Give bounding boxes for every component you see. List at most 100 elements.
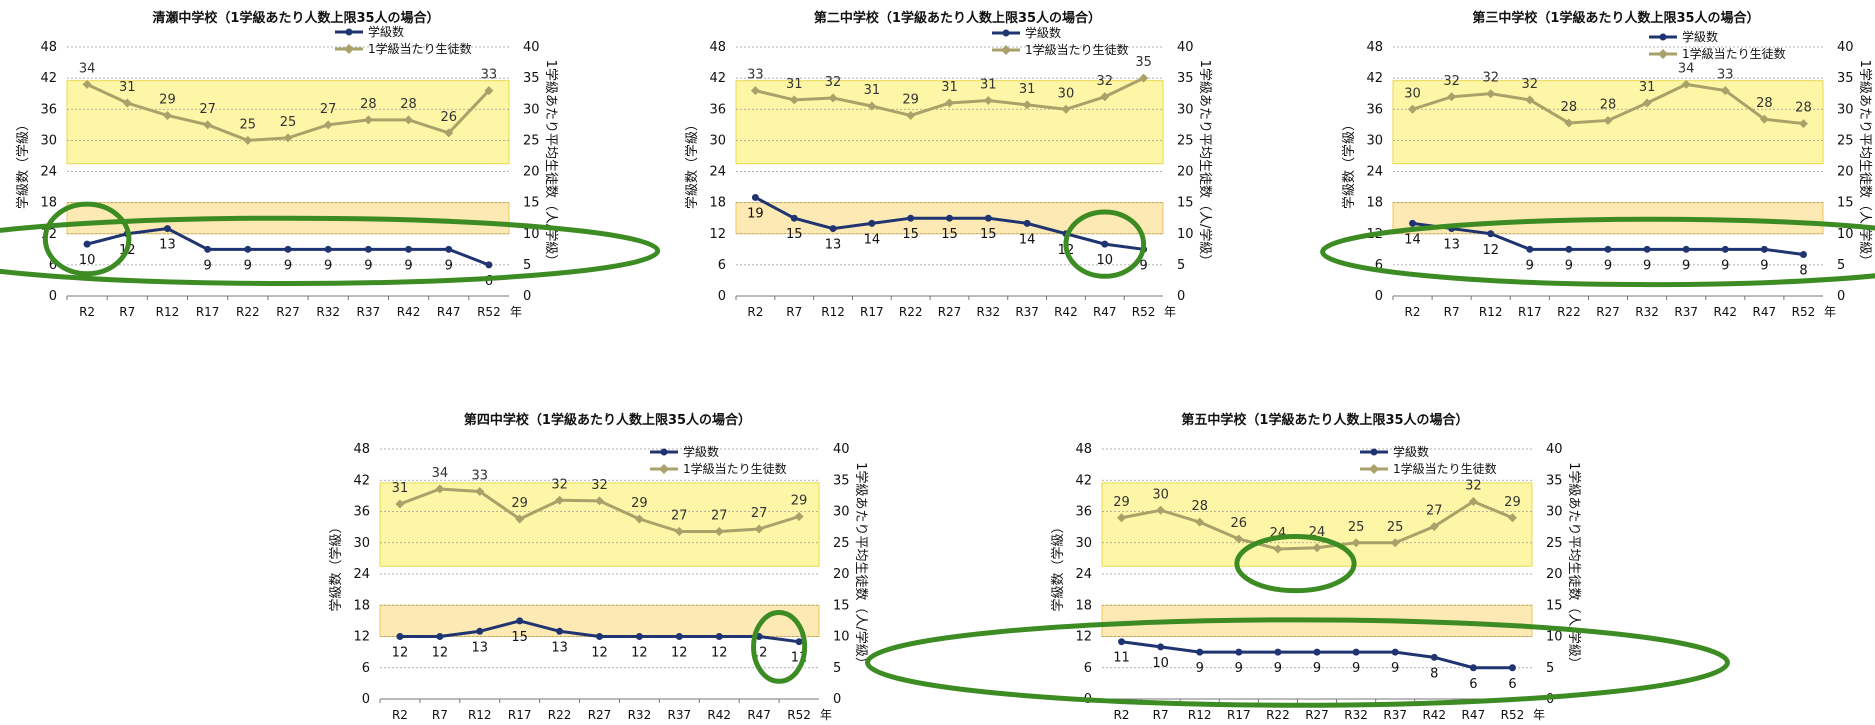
students-point [1507,513,1517,523]
x-tick-label: R17 [196,305,220,319]
students-data-label: 34 [432,466,449,481]
class-count-point [1508,664,1516,672]
y-left-tick-label: 0 [1375,289,1383,304]
students-data-label: 25 [1348,520,1365,535]
students-point [794,512,804,521]
x-tick-label: R32 [628,708,652,722]
class-count-data-label: 8 [1430,666,1438,681]
students-data-label: 29 [631,496,648,511]
students-data-label: 28 [1191,499,1208,514]
y-left-tick-label: 6 [362,661,370,676]
class-count-data-label: 9 [1643,258,1651,273]
class-count-data-label: 9 [1313,661,1321,676]
students-point [1351,538,1361,548]
x-tick-label: R12 [156,305,180,319]
y-left-tick-label: 42 [40,71,57,86]
y-left-tick-label: 42 [1075,473,1092,488]
students-data-label: 35 [1135,55,1152,70]
students-point [714,527,724,536]
students-data-label: 27 [1426,504,1443,519]
students-data-label: 29 [1113,495,1130,510]
students-data-label: 28 [1561,100,1578,115]
x-tick-label: R12 [468,708,492,722]
x-tick-label: R22 [548,708,572,722]
students-point [323,120,333,130]
x-tick-label: R17 [508,708,532,722]
legend-swatch-marker [1002,29,1010,37]
y-right-tick-label: 30 [1177,102,1194,117]
students-point [162,110,172,120]
students-point [945,98,954,108]
legend-swatch-marker [1659,33,1667,41]
class-count-point [829,225,837,233]
class-count-data-label: 12 [671,646,688,661]
y-left-tick-label: 36 [1366,102,1383,117]
students-point [1759,114,1769,124]
y-right-tick-label: 30 [1546,505,1563,520]
class-count-data-label: 9 [1721,258,1729,273]
chart-title: 第二中学校（1学級あたり人数上限35人の場合） [814,10,1101,26]
y-right-tick-label: 35 [523,71,540,86]
students-data-label: 27 [671,509,688,524]
x-tick-label: R22 [1266,708,1290,722]
x-tick-label: R37 [1383,708,1407,722]
y-left-tick-label: 12 [709,227,726,242]
class-count-point [284,245,292,253]
students-point [634,514,644,524]
students-data-label: 32 [1482,71,1499,86]
x-tick-label: R2 [747,305,763,319]
y-left-tick-label: 24 [353,567,370,582]
x-tick-label: R12 [1479,305,1503,319]
y-right-tick-label: 5 [1177,258,1185,273]
y-left-tick-label: 30 [1075,536,1092,551]
class-count-point [1409,219,1417,227]
class-count-data-label: 11 [1113,651,1130,666]
students-point [1273,544,1283,554]
legend-swatch-marker [1658,49,1668,59]
x-tick-label: R7 [786,305,802,319]
y-left-tick-label: 6 [1084,661,1092,676]
class-count-data-label: 9 [1352,661,1360,676]
legend-entry: 1学級当たり生徒数 [1025,42,1129,57]
y-right-axis-title: 1学級あたり平均生徒数（人/学級） [543,60,559,268]
x-tick-label: R52 [787,708,811,722]
class-count-point [1487,230,1495,238]
class-count-point [1799,251,1807,258]
class-count-point [1118,638,1126,646]
x-tick-label: R37 [1015,305,1039,319]
y-right-tick-label: 15 [523,196,540,211]
highlight-ellipse [42,201,132,277]
y-right-tick-label: 5 [523,258,531,273]
chart-4: 0 6 12 18 24 30 36 42 48 0 5 10 15 20 25 30 35 40 R2 R7 R12 R… [328,412,869,722]
y-left-axis-title: 学級数（学級） [328,520,344,611]
y-right-tick-label: 5 [833,661,841,676]
y-left-tick-label: 24 [40,165,57,180]
y-right-tick-label: 30 [1837,102,1854,117]
students-data-label: 29 [791,494,808,509]
class-count-data-label: 9 [1682,258,1690,273]
x-tick-label: R52 [1792,305,1816,319]
chart-3: 0 6 12 18 24 30 36 42 48 0 5 10 15 20 25 30 35 40 R2 R7 R12 R… [1320,10,1875,319]
x-tick-label: R37 [668,708,692,722]
class-count-data-label: 9 [445,258,453,273]
highlight-ellipse [1063,209,1147,279]
students-data-label: 33 [1717,68,1734,83]
class-count-point [244,245,252,253]
class-count-data-label: 9 [1526,258,1534,273]
class-count-point [516,617,524,625]
y-right-tick-label: 25 [1177,133,1194,148]
students-data-label: 31 [1639,80,1656,95]
students-data-label: 29 [511,496,528,511]
y-left-tick-label: 36 [40,102,57,117]
students-point [1720,86,1730,96]
students-data-label: 32 [1522,77,1539,92]
students-data-label: 33 [747,68,764,83]
y-right-tick-label: 10 [523,227,540,242]
chart-title: 清瀬中学校（1学級あたり人数上限35人の場合） [152,10,439,26]
chart-title: 第四中学校（1学級あたり人数上限35人の場合） [464,412,751,428]
x-axis-unit: 年 [1164,305,1176,319]
students-point [283,133,293,143]
students-point [203,120,213,130]
class-count-point [1391,648,1399,656]
x-tick-label: R7 [1444,305,1460,319]
